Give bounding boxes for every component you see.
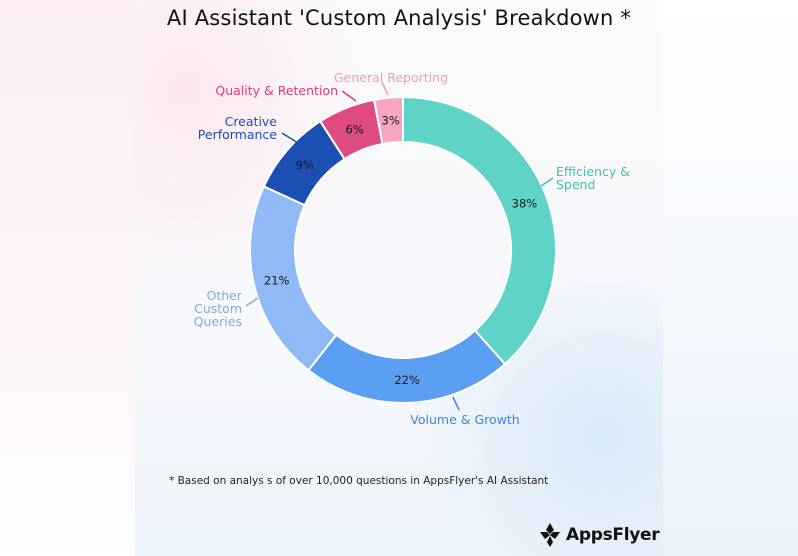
slice-value-label-3: 9% xyxy=(296,158,314,172)
slice-category-label-4: Quality & Retention xyxy=(215,83,338,98)
slice-category-label-0: Efficiency & Spend xyxy=(556,164,630,192)
slice-category-label-1: Volume & Growth xyxy=(410,412,519,427)
slice-value-label-0: 38% xyxy=(512,197,538,211)
leader-line-1 xyxy=(452,396,460,411)
leader-line-2 xyxy=(245,297,259,307)
donut-slice-0 xyxy=(402,95,557,366)
background-left xyxy=(0,0,135,556)
slice-category-label-3: Creative Performance xyxy=(198,114,278,142)
leader-line-4 xyxy=(341,90,357,102)
slice-category-label-2: Other Custom Queries xyxy=(194,288,243,329)
chart-card xyxy=(135,0,663,556)
brand-name: AppsFlyer xyxy=(566,525,660,545)
slice-value-label-5: 3% xyxy=(382,114,400,128)
donut-slice-1 xyxy=(307,329,507,404)
slice-value-label-4: 6% xyxy=(346,122,364,136)
slice-value-label-1: 22% xyxy=(394,373,420,387)
brand-logo: AppsFlyer xyxy=(538,522,660,548)
donut-slice-5 xyxy=(372,95,404,146)
slice-value-label-2: 21% xyxy=(264,274,290,288)
footnote: * Based on analys s of over 10,000 quest… xyxy=(169,475,549,487)
background-right xyxy=(663,0,798,556)
leader-line-0 xyxy=(540,177,554,187)
leader-line-3 xyxy=(281,132,299,144)
leader-line-5 xyxy=(381,81,389,96)
chart-title: AI Assistant 'Custom Analysis' Breakdown… xyxy=(166,6,632,30)
appsflyer-logo-icon xyxy=(540,523,560,547)
slice-category-label-5: General Reporting xyxy=(334,70,448,85)
